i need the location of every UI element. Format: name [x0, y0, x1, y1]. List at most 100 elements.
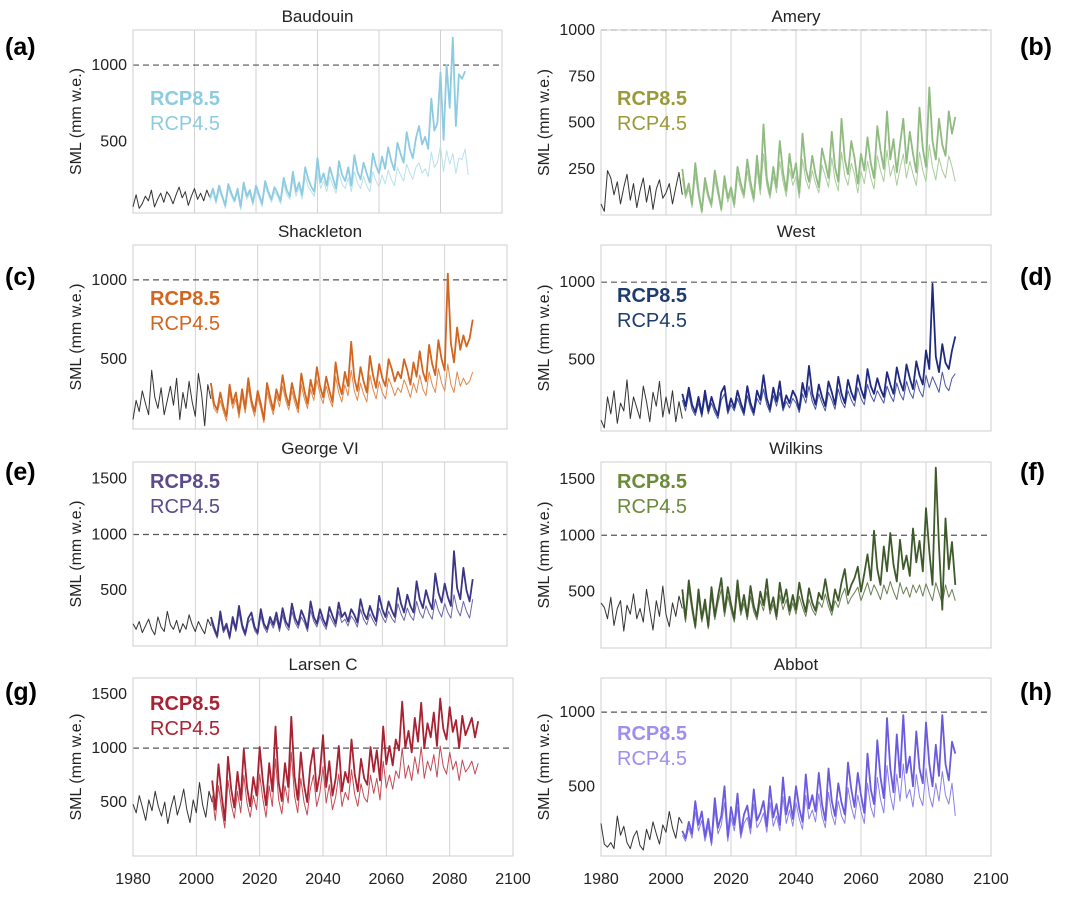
y-tick-label: 500: [100, 582, 127, 599]
x-tick-label: 1980: [583, 871, 619, 888]
y-tick-label: 1000: [91, 57, 127, 74]
y-axis-label: SML (mm w.e.): [68, 284, 85, 391]
y-tick-label: 500: [100, 351, 127, 368]
series-line-rcp45: [210, 363, 474, 424]
plot-frame: [600, 461, 992, 649]
series-line-rcp85: [681, 466, 957, 628]
series-line-rcp45: [681, 581, 956, 630]
panel-e: 500 1000 1500 George VI SML (mm w.e.) (e) RCP8…: [5, 439, 508, 647]
legend-rcp85: RCP8.5: [617, 285, 687, 307]
y-tick-label: 1000: [91, 740, 127, 757]
legend-rcp45: RCP4.5: [150, 113, 220, 135]
legend-rcp85: RCP8.5: [617, 723, 687, 745]
y-tick-label: 500: [100, 794, 127, 811]
panel-b: 250 500 750 1000 Amery SML (mm w.e.) (b) RCP8.5…: [536, 7, 1052, 216]
legend-rcp45: RCP4.5: [617, 748, 687, 770]
y-tick-label: 1000: [559, 22, 595, 39]
legend-rcp45: RCP4.5: [617, 310, 687, 332]
series-line-rcp45: [210, 594, 474, 640]
plot-frame: [600, 29, 992, 216]
y-tick-label: 1000: [559, 527, 595, 544]
panel-h: 500 1000 1980 2000 2020 2040 2060 2080 2100 Abbot…: [536, 655, 1052, 888]
y-axis-label: SML (mm w.e.): [536, 502, 553, 609]
y-tick-label: 500: [568, 778, 595, 795]
legend-rcp85: RCP8.5: [150, 88, 220, 110]
panel-letter: (c): [5, 263, 36, 291]
series-line-historical: [132, 369, 212, 427]
y-tick-label: 1000: [91, 526, 127, 543]
series-line-rcp85: [681, 86, 957, 213]
series-line-rcp85: [210, 550, 474, 638]
x-tick-label: 2100: [973, 871, 1009, 888]
x-tick-label: 2080: [432, 871, 468, 888]
y-axis-label: SML (mm w.e.): [68, 714, 85, 821]
series-line-historical: [600, 811, 683, 851]
series-line-historical: [132, 610, 212, 636]
plot-frame: [132, 29, 503, 214]
y-tick-label: 1500: [91, 686, 127, 703]
x-tick-label: 1980: [115, 871, 151, 888]
panel-f: 500 1000 1500 Wilkins SML (mm w.e.) (f) RCP8.5…: [536, 439, 1045, 649]
plot-frame: [600, 244, 992, 432]
panel-title: Amery: [771, 7, 821, 26]
legend-rcp85: RCP8.5: [617, 88, 687, 110]
series-line-rcp45: [681, 371, 956, 420]
panel-a: 500 1000 Baudouin SML (mm w.e.) (a) RCP8.5 RCP…: [5, 7, 503, 214]
y-tick-label: 750: [568, 68, 595, 85]
series-line-historical: [600, 585, 683, 632]
series-line-historical: [600, 170, 683, 212]
series-line-rcp85: [211, 697, 480, 822]
legend-rcp45: RCP4.5: [617, 496, 687, 518]
legend-rcp85: RCP8.5: [150, 288, 220, 310]
x-tick-label: 2060: [843, 871, 879, 888]
panel-title: West: [777, 222, 816, 241]
y-tick-label: 1500: [91, 471, 127, 488]
plot-frame: [132, 461, 508, 647]
x-tick-label: 2000: [179, 871, 215, 888]
y-axis-label: SML (mm w.e.): [536, 714, 553, 821]
plot-frame: [132, 244, 508, 430]
y-tick-label: 500: [568, 115, 595, 132]
x-tick-label: 2080: [908, 871, 944, 888]
panel-title: Abbot: [774, 655, 819, 674]
legend-rcp45: RCP4.5: [617, 113, 687, 135]
plot-frame: [132, 677, 514, 857]
plot-frame: [600, 677, 992, 857]
panel-letter: (b): [1020, 33, 1052, 61]
panel-letter: (d): [1020, 263, 1052, 291]
panel-letter: (e): [5, 458, 36, 486]
panel-d: 500 1000 West SML (mm w.e.) (d) RCP8.5 RCP4.5: [536, 222, 1052, 432]
y-tick-label: 1000: [559, 704, 595, 721]
y-tick-label: 500: [568, 584, 595, 601]
series-line-rcp45: [681, 144, 956, 214]
y-axis-label: SML (mm w.e.): [536, 69, 553, 176]
legend-rcp45: RCP4.5: [150, 718, 220, 740]
x-tick-label: 2000: [648, 871, 684, 888]
x-tick-label: 2060: [369, 871, 405, 888]
legend-rcp85: RCP8.5: [150, 693, 220, 715]
panel-letter: (h): [1020, 678, 1052, 706]
legend-rcp45: RCP4.5: [150, 313, 220, 335]
x-tick-label: 2020: [713, 871, 749, 888]
series-line-rcp85: [210, 272, 474, 421]
y-tick-label: 250: [568, 161, 595, 178]
panel-title: George VI: [281, 439, 359, 458]
x-tick-label: 2040: [778, 871, 814, 888]
series-line-historical: [132, 782, 213, 825]
panel-letter: (g): [5, 678, 37, 706]
legend-rcp45: RCP4.5: [150, 496, 220, 518]
y-axis-label: SML (mm w.e.): [68, 68, 85, 175]
series-line-rcp45: [211, 745, 479, 829]
legend-rcp85: RCP8.5: [617, 471, 687, 493]
series-line-rcp45: [209, 145, 469, 211]
series-line-historical: [600, 379, 683, 429]
panel-title: Baudouin: [282, 7, 354, 26]
panel-title: Larsen C: [289, 655, 358, 674]
panel-c: 500 1000 Shackleton SML (mm w.e.) (c) RCP8.5 R…: [5, 222, 508, 430]
y-tick-label: 1000: [91, 272, 127, 289]
panel-title: Wilkins: [769, 439, 823, 458]
y-tick-label: 1000: [559, 274, 595, 291]
panel-letter: (a): [5, 33, 36, 61]
x-tick-label: 2020: [242, 871, 278, 888]
